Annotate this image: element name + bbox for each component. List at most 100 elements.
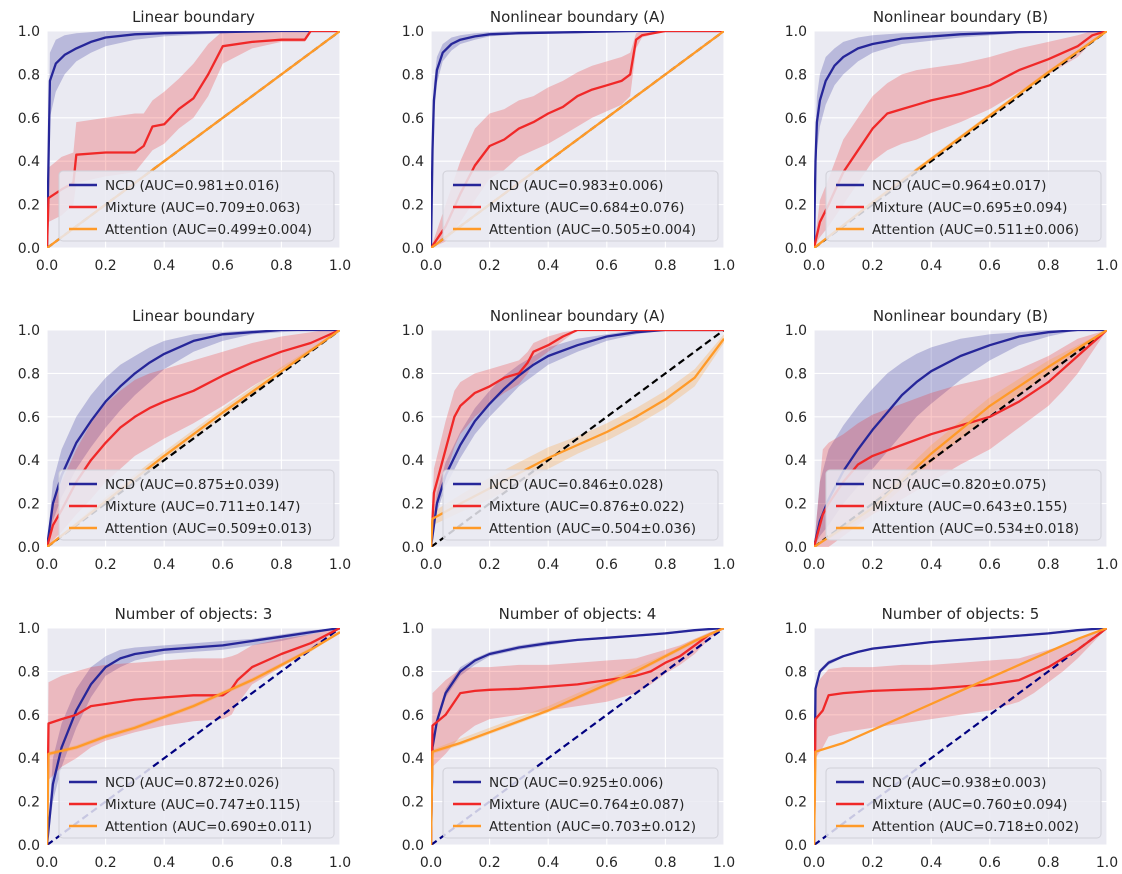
- mixture-confidence-band: [814, 628, 1107, 845]
- x-tick-label: 0.8: [654, 557, 676, 573]
- mixture-roc-line: [431, 330, 724, 547]
- x-tick-label: 0.0: [803, 855, 825, 871]
- x-tick-label: 0.0: [420, 557, 442, 573]
- y-tick-label: 0.2: [785, 795, 807, 811]
- chart-panel-3: Nonlinear boundary (B) 0.0 0.2 0.4 0.6 0.8 1.0…: [785, 8, 1118, 274]
- legend-box: [442, 469, 719, 541]
- y-tick-label: 0.0: [18, 241, 40, 257]
- y-tick-label: 0.8: [785, 366, 807, 382]
- y-tick-label: 0.2: [402, 198, 424, 214]
- ncd-legend-label: NCD (AUC=0.846±0.028): [489, 477, 663, 493]
- x-tick-label: 0.6: [979, 258, 1001, 274]
- mixture-roc-line: [47, 628, 340, 845]
- y-tick-label: 0.4: [18, 154, 40, 170]
- mixture-legend-label: Mixture (AUC=0.876±0.022): [489, 499, 684, 515]
- plot-content: [431, 628, 724, 845]
- x-tick-label: 0.6: [596, 258, 618, 274]
- ncd-legend-label: NCD (AUC=0.964±0.017): [872, 178, 1046, 194]
- x-tick-label: 0.2: [94, 557, 116, 573]
- legend: NCD (AUC=0.964±0.017) Mixture (AUC=0.695±…: [825, 170, 1102, 242]
- y-tick-label: 0.0: [18, 838, 40, 854]
- x-tick-label: 1.0: [1096, 258, 1118, 274]
- legend: NCD (AUC=0.981±0.016) Mixture (AUC=0.709±…: [58, 170, 335, 242]
- chart-panel-2: Nonlinear boundary (A) 0.0 0.2 0.4 0.6 0.8 1.0…: [402, 8, 735, 274]
- mixture-roc-line: [431, 31, 724, 248]
- x-tick-label: 0.2: [94, 258, 116, 274]
- attention-roc-line: [814, 628, 1107, 845]
- y-tick-label: 0.4: [402, 751, 424, 767]
- attention-confidence-band: [431, 334, 724, 547]
- y-tick-label: 0.2: [785, 198, 807, 214]
- x-tick-label: 0.8: [1037, 557, 1059, 573]
- x-tick-label: 0.2: [478, 258, 500, 274]
- x-tick-label: 1.0: [1096, 557, 1118, 573]
- legend: NCD (AUC=0.872±0.026) Mixture (AUC=0.747±…: [58, 767, 335, 839]
- y-tick-label: 1.0: [18, 323, 40, 339]
- chart-panel-5: Nonlinear boundary (A) 0.0 0.2 0.4 0.6 0.8 1.0…: [402, 307, 735, 573]
- attention-legend-label: Attention (AUC=0.505±0.004): [489, 222, 696, 238]
- x-tick-label: 0.2: [861, 557, 883, 573]
- y-tick-label: 0.8: [785, 664, 807, 680]
- attention-roc-line: [47, 631, 340, 845]
- ncd-roc-line: [431, 628, 724, 845]
- x-tick-label: 0.4: [920, 557, 942, 573]
- legend: NCD (AUC=0.875±0.039) Mixture (AUC=0.711±…: [58, 469, 335, 541]
- attention-legend-label: Attention (AUC=0.690±0.011): [105, 819, 312, 835]
- panel-title: Number of objects: 3: [115, 605, 273, 623]
- y-tick-label: 1.0: [785, 621, 807, 637]
- y-tick-label: 0.6: [785, 111, 807, 127]
- y-tick-label: 1.0: [402, 621, 424, 637]
- legend-box: [825, 767, 1102, 839]
- x-tick-label: 0.0: [36, 557, 58, 573]
- y-tick-label: 0.0: [402, 838, 424, 854]
- y-tick-label: 0.4: [785, 453, 807, 469]
- y-tick-label: 0.6: [785, 410, 807, 426]
- x-tick-label: 0.2: [478, 557, 500, 573]
- x-tick-label: 0.6: [212, 855, 234, 871]
- y-tick-label: 0.0: [18, 540, 40, 556]
- ncd-legend-label: NCD (AUC=0.938±0.003): [872, 775, 1046, 791]
- y-tick-label: 0.2: [18, 497, 40, 513]
- ncd-confidence-band: [47, 330, 340, 547]
- y-tick-label: 0.8: [402, 67, 424, 83]
- attention-legend-label: Attention (AUC=0.509±0.013): [105, 521, 312, 537]
- y-tick-label: 1.0: [18, 24, 40, 40]
- ncd-legend-label: NCD (AUC=0.820±0.075): [872, 477, 1046, 493]
- x-tick-label: 1.0: [713, 855, 735, 871]
- x-tick-label: 0.6: [979, 557, 1001, 573]
- y-tick-label: 0.4: [18, 751, 40, 767]
- y-tick-label: 0.4: [785, 154, 807, 170]
- x-tick-label: 0.0: [803, 557, 825, 573]
- x-tick-label: 0.8: [654, 258, 676, 274]
- ncd-legend-label: NCD (AUC=0.872±0.026): [105, 775, 279, 791]
- x-tick-label: 0.2: [478, 855, 500, 871]
- attention-legend-label: Attention (AUC=0.534±0.018): [872, 521, 1079, 537]
- y-tick-label: 0.0: [402, 540, 424, 556]
- y-tick-label: 1.0: [402, 24, 424, 40]
- y-tick-label: 0.2: [402, 795, 424, 811]
- chart-panel-6: Nonlinear boundary (B) 0.0 0.2 0.4 0.6 0.8 1.0…: [785, 307, 1118, 573]
- mixture-legend-label: Mixture (AUC=0.747±0.115): [105, 797, 300, 813]
- ncd-confidence-band: [431, 330, 724, 547]
- ncd-legend-label: NCD (AUC=0.981±0.016): [105, 178, 279, 194]
- y-tick-label: 0.8: [402, 366, 424, 382]
- x-tick-label: 0.4: [153, 557, 175, 573]
- x-tick-label: 0.0: [420, 258, 442, 274]
- panel-title: Nonlinear boundary (A): [490, 8, 665, 26]
- ncd-roc-line: [47, 330, 340, 547]
- x-tick-label: 1.0: [713, 258, 735, 274]
- mixture-roc-line: [814, 628, 1107, 845]
- y-tick-label: 0.2: [18, 198, 40, 214]
- x-tick-label: 0.6: [212, 557, 234, 573]
- x-tick-label: 0.4: [537, 855, 559, 871]
- attention-roc-line: [431, 628, 724, 845]
- ncd-legend-label: NCD (AUC=0.983±0.006): [489, 178, 663, 194]
- x-tick-label: 0.2: [94, 855, 116, 871]
- mixture-legend-label: Mixture (AUC=0.643±0.155): [872, 499, 1067, 515]
- mixture-confidence-band: [47, 31, 340, 248]
- y-tick-label: 0.6: [18, 708, 40, 724]
- x-tick-label: 0.6: [979, 855, 1001, 871]
- y-tick-label: 0.6: [402, 708, 424, 724]
- mixture-confidence-band: [431, 31, 724, 248]
- x-tick-label: 1.0: [713, 557, 735, 573]
